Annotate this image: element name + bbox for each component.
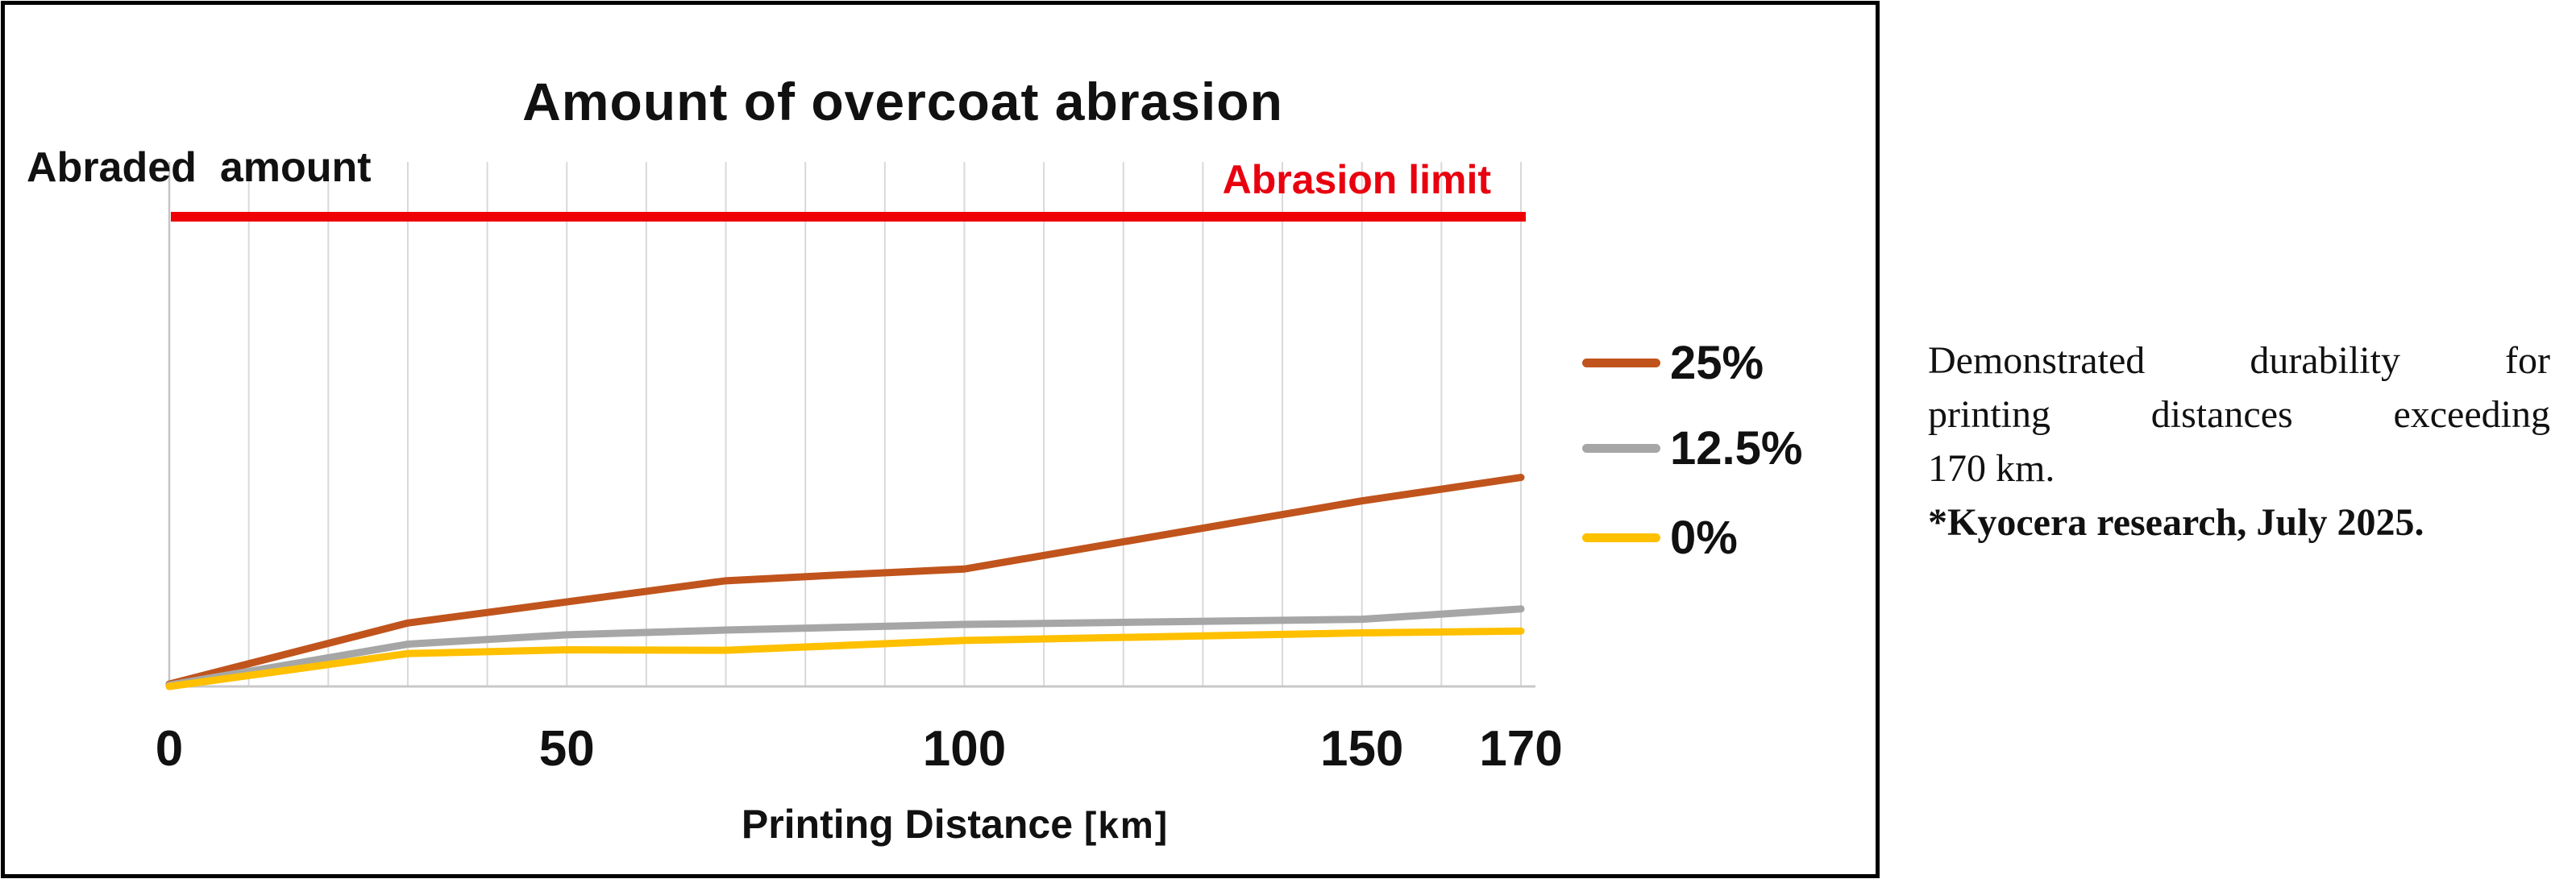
side-note: Demonstrated durability for printing dist… <box>1928 334 2550 549</box>
legend-item: 25% <box>1582 336 1764 389</box>
chart-title: Amount of overcoat abrasion <box>522 72 1283 131</box>
legend-label: 0% <box>1670 511 1738 564</box>
x-tick-label: 170 <box>1479 721 1563 777</box>
side-note-text: Demonstrated durability for printing dist… <box>1928 334 2550 495</box>
y-axis-label: Abraded amount <box>27 144 372 191</box>
x-tick-label: 0 <box>155 721 184 777</box>
legend-item: 0% <box>1582 511 1738 564</box>
legend-label: 12.5% <box>1670 421 1803 475</box>
chart-panel-border <box>1 1 1880 878</box>
abrasion-limit-label: Abrasion limit <box>1222 157 1491 202</box>
legend-swatch <box>1582 533 1660 542</box>
x-tick-label: 100 <box>922 721 1007 777</box>
legend-swatch <box>1582 443 1660 453</box>
legend-label: 25% <box>1670 336 1764 389</box>
research-note: *Kyocera research, July 2025. <box>1928 501 2424 544</box>
legend-swatch <box>1582 358 1660 367</box>
note-line: 170 km. <box>1928 447 2055 490</box>
note-line: Demonstrated durability for <box>1928 339 2550 382</box>
x-axis-unit: [km] <box>1084 804 1170 846</box>
x-axis-title: Printing Distance [km] <box>169 801 1741 848</box>
chart-legend: 25% 12.5% 0% <box>1582 0 1872 879</box>
legend-item: 12.5% <box>1582 421 1803 475</box>
x-tick-label: 50 <box>538 721 595 777</box>
x-axis-title-text: Printing Distance <box>741 802 1074 847</box>
x-tick-label: 150 <box>1319 721 1404 777</box>
note-line: printing distances exceeding <box>1928 393 2550 436</box>
